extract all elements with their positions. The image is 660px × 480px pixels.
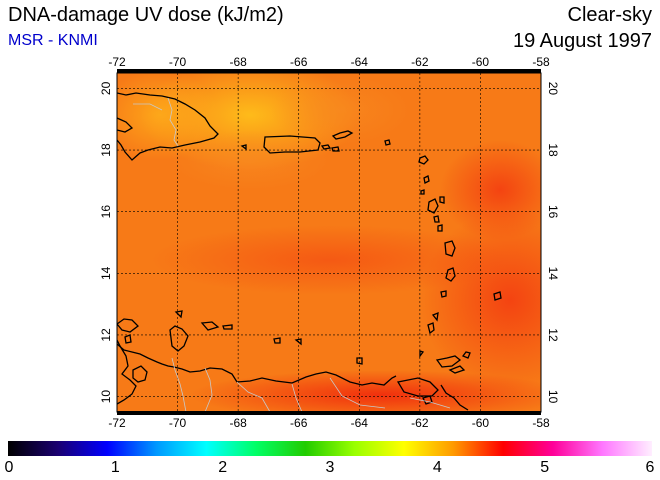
- colorbar-tick-label: 6: [645, 459, 655, 476]
- lon-tick-label-bottom: -72: [108, 416, 126, 430]
- lon-tick-label-bottom: -60: [472, 416, 490, 430]
- lon-tick-label-bottom: -58: [532, 416, 550, 430]
- puerto-rico-coastline: [263, 135, 321, 154]
- grid-lines: [117, 73, 541, 412]
- lat-tick-label-left: 16: [99, 205, 113, 219]
- tobago-coastline: [448, 365, 466, 374]
- lon-tick-label-bottom: -68: [229, 416, 247, 430]
- map-frame-bottom-edge: [117, 411, 541, 415]
- uv-field: [117, 73, 541, 412]
- trinidad-coastline: [396, 377, 439, 397]
- lon-tick-label-top: -58: [532, 55, 550, 69]
- lat-tick-label-right: 10: [546, 390, 560, 404]
- sky-condition: Clear-sky: [567, 4, 652, 26]
- lat-tick-label-left: 14: [99, 266, 113, 280]
- country-borders: [133, 97, 451, 412]
- lat-tick-label-left: 12: [99, 328, 113, 342]
- lat-tick-label-left: 20: [99, 81, 113, 95]
- data-source-credit: MSR - KNMI: [8, 32, 98, 49]
- lat-tick-label-right: 14: [546, 267, 560, 281]
- lon-tick-label-bottom: -62: [411, 416, 429, 430]
- uv-dose-colorbar: [8, 441, 652, 456]
- lon-tick-label-top: -60: [472, 55, 490, 69]
- lat-tick-label-left: 18: [99, 143, 113, 157]
- lat-tick-label-left: 10: [99, 390, 113, 404]
- lat-tick-label-right: 20: [546, 82, 560, 96]
- axis-tick-labels: -72 -72 -70 -70 -68 -68 -66 -66 -64 -64 -62 -62 -60 -…: [99, 55, 560, 430]
- lat-tick-label-right: 18: [546, 143, 560, 157]
- lon-tick-label-top: -64: [351, 55, 369, 69]
- lon-tick-label-bottom: -66: [290, 416, 308, 430]
- colorbar-tick-label: 1: [110, 459, 120, 476]
- colorbar-tick-label: 5: [540, 459, 550, 476]
- map-title: DNA-damage UV dose (kJ/m2): [8, 4, 284, 26]
- map-frame-top-edge: [117, 69, 541, 73]
- lon-tick-label-bottom: -64: [351, 416, 369, 430]
- colorbar-tick-label: 2: [218, 459, 228, 476]
- hispaniola-coastline: [117, 92, 219, 161]
- lon-tick-label-top: -66: [290, 55, 308, 69]
- lesser-antilles: [418, 155, 502, 359]
- south-america-coastline: [117, 343, 397, 386]
- lat-tick-label-right: 16: [546, 205, 560, 219]
- lon-tick-label-top: -62: [411, 55, 429, 69]
- hispaniola-bay: [117, 117, 134, 133]
- colorbar-tick-label: 3: [325, 459, 335, 476]
- colorbar-tick-label: 4: [432, 459, 442, 476]
- lon-tick-label-top: -72: [108, 55, 126, 69]
- lat-tick-label-right: 12: [546, 328, 560, 342]
- colorbar-tick-label: 0: [4, 459, 14, 476]
- lon-tick-label-top: -70: [169, 55, 187, 69]
- lon-tick-label-top: -68: [229, 55, 247, 69]
- lon-tick-label-bottom: -70: [169, 416, 187, 430]
- coastlines: [117, 92, 502, 411]
- uv-dose-map: -72 -72 -70 -70 -68 -68 -66 -66 -64 -64 -62 -62 -60 -…: [99, 55, 560, 430]
- map-date: 19 August 1997: [512, 30, 652, 52]
